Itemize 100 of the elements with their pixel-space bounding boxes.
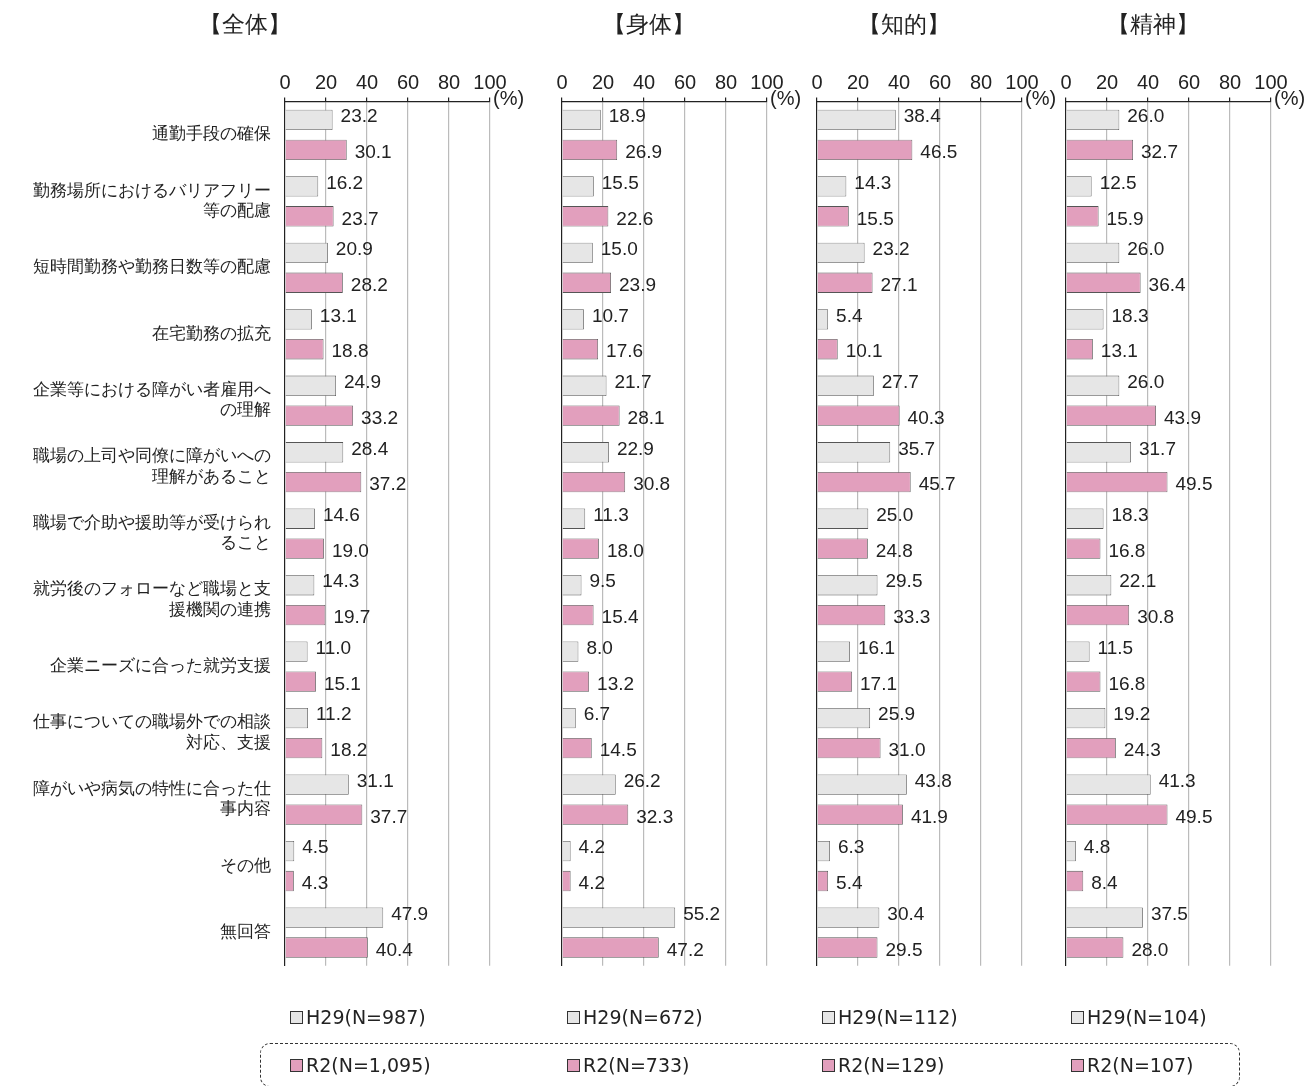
data-label: 13.1 [1100, 340, 1138, 362]
x-tick-label: 60 [928, 71, 952, 94]
data-label: 26.0 [1127, 371, 1165, 393]
data-label: 45.7 [918, 473, 956, 495]
data-label: 18.9 [608, 105, 646, 127]
data-label: 17.1 [860, 672, 898, 694]
x-tick-label: 0 [811, 71, 823, 94]
y-tick-label: 就労後のフォローなど職場と支援機関の連携 [33, 578, 271, 619]
legend-label: R2(N=129) [838, 1054, 945, 1076]
x-tick-label: 80 [714, 71, 738, 94]
data-label: 28.1 [627, 406, 665, 428]
x-tick-label: 20 [314, 71, 338, 94]
data-label: 4.8 [1083, 836, 1111, 858]
data-label: 16.1 [858, 636, 895, 658]
data-label: 6.3 [837, 836, 865, 858]
data-label: 15.9 [1106, 207, 1144, 229]
data-label: 33.2 [361, 406, 399, 428]
data-label: 10.1 [845, 340, 883, 362]
data-label: 37.5 [1150, 902, 1188, 924]
data-label: 30.1 [354, 141, 392, 163]
data-label: 18.3 [1111, 304, 1149, 326]
data-label: 22.6 [616, 207, 654, 229]
chart-title: 【身体】 [602, 10, 695, 37]
x-tick-label: 40 [355, 71, 379, 94]
data-label: 29.5 [885, 570, 923, 592]
data-label: 10.7 [591, 304, 629, 326]
data-label: 15.1 [323, 672, 361, 694]
legend-label: H29(N=112) [838, 1006, 958, 1028]
data-label: 22.9 [616, 437, 654, 459]
chart-title: 【精神】 [1106, 10, 1199, 37]
data-label: 12.5 [1099, 171, 1137, 193]
data-label: 4.2 [578, 836, 606, 858]
data-label: 20.9 [335, 238, 373, 260]
x-tick-label: 40 [632, 71, 656, 94]
data-label: 24.8 [875, 539, 913, 561]
y-tick-label: 障がいや病気の特性に合った仕事内容 [33, 777, 271, 819]
data-label: 26.9 [625, 141, 663, 163]
x-tick-label: 40 [1136, 71, 1160, 94]
x-tick-label: 20 [591, 71, 615, 94]
data-label: 18.0 [606, 539, 644, 561]
data-label: 47.9 [391, 902, 429, 924]
data-label: 15.4 [601, 606, 639, 628]
data-label: 47.2 [666, 938, 704, 960]
data-label: 5.4 [836, 872, 863, 894]
data-label: 28.2 [350, 273, 388, 295]
data-label: 19.0 [331, 539, 369, 561]
y-tick-label: 企業ニーズに合った就労支援 [50, 655, 271, 676]
x-tick-label: 20 [1095, 71, 1119, 94]
y-tick-label: 無回答 [220, 920, 271, 941]
data-label: 55.2 [683, 902, 721, 924]
data-label: 31.7 [1138, 437, 1176, 459]
y-tick-label: 企業等における障がい者雇用への理解 [33, 378, 271, 420]
data-label: 18.2 [330, 739, 368, 761]
y-tick-label: 短時間勤務や勤務日数等の配慮 [33, 256, 271, 277]
legend-label: R2(N=107) [1087, 1054, 1194, 1076]
data-label: 30.4 [887, 902, 925, 924]
y-tick-label: 職場で介助や援助等が受けられること [33, 511, 271, 553]
data-label: 6.7 [583, 703, 611, 725]
data-label: 16.8 [1108, 672, 1146, 694]
data-label: 28.4 [351, 437, 389, 459]
data-label: 43.8 [914, 769, 952, 791]
data-label: 40.3 [907, 406, 945, 428]
x-tick-label: 60 [396, 71, 420, 94]
data-label: 14.3 [854, 171, 892, 193]
data-label: 15.5 [601, 171, 639, 193]
y-tick-label: 勤務場所におけるバリアフリー等の配慮 [33, 179, 271, 220]
data-label: 49.5 [1175, 473, 1213, 495]
data-label: 31.0 [888, 739, 926, 761]
data-label: 15.5 [856, 207, 894, 229]
x-tick-label: 0 [1060, 71, 1072, 94]
y-tick-label: 職場の上司や同僚に障がいへの理解があること [33, 445, 271, 486]
data-label: 5.4 [836, 304, 863, 326]
data-label: 23.2 [872, 238, 910, 260]
data-label: 18.8 [331, 340, 369, 362]
data-label: 26.0 [1127, 238, 1165, 260]
data-label: 27.7 [881, 371, 919, 393]
data-label: 43.9 [1163, 406, 1201, 428]
data-label: 32.3 [636, 805, 674, 827]
data-label: 14.6 [322, 503, 360, 525]
data-label: 23.7 [341, 207, 379, 229]
data-label: 22.1 [1119, 570, 1157, 592]
data-label: 41.3 [1158, 769, 1196, 791]
data-label: 4.2 [578, 872, 606, 894]
data-label: 18.3 [1111, 503, 1149, 525]
data-label: 25.9 [878, 703, 916, 725]
legend-label: H29(N=672) [583, 1006, 703, 1028]
data-label: 13.2 [597, 672, 635, 694]
data-label: 30.8 [1137, 606, 1175, 628]
data-label: 19.7 [333, 606, 371, 628]
data-label: 4.5 [302, 836, 329, 858]
data-label: 11.5 [1097, 636, 1134, 658]
data-label: 16.2 [326, 171, 364, 193]
data-label: 38.4 [903, 105, 942, 127]
y-tick-label: 通勤手段の確保 [152, 123, 271, 144]
data-label: 9.5 [589, 570, 616, 592]
legend-label: R2(N=1,095) [306, 1054, 431, 1076]
data-label: 15.0 [600, 238, 638, 260]
data-label: 36.4 [1148, 273, 1187, 295]
data-label: 27.1 [880, 273, 918, 295]
x-tick-label: 60 [1177, 71, 1201, 94]
